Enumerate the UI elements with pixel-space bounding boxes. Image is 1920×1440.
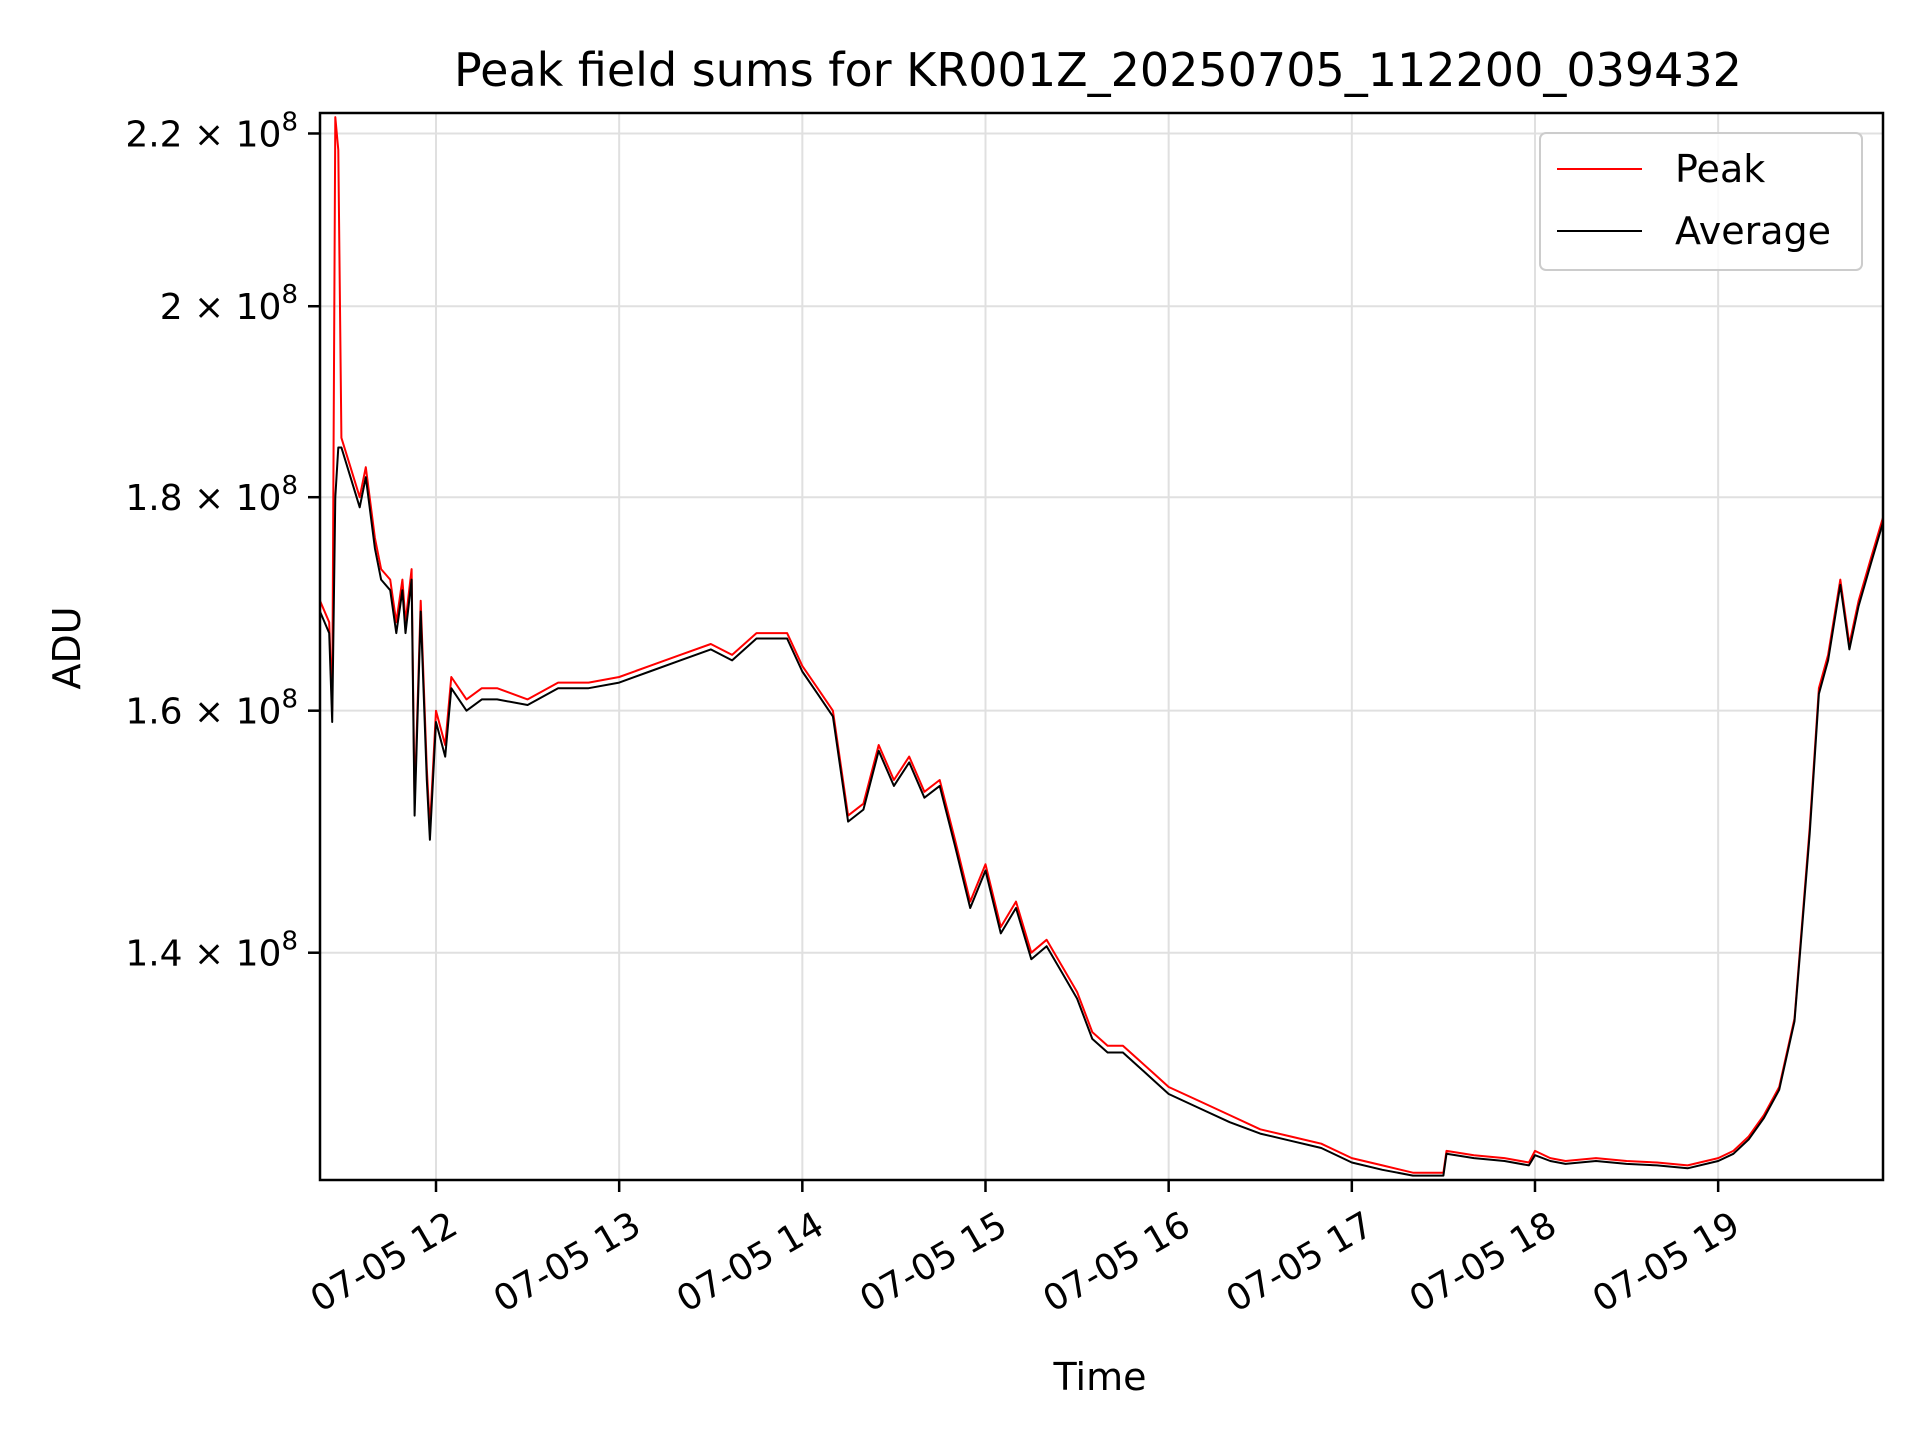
y-tick-label: 1.4 × 108 [125,927,298,975]
legend-box [1539,132,1863,271]
legend-label-peak: Peak [1675,147,1765,191]
y-tick-label: 1.6 × 108 [125,685,298,733]
series-line-peak [320,116,1883,1174]
x-axis-label: Time [1053,1355,1147,1399]
legend: Peak Average [1539,132,1863,271]
x-tick-label: 07-05 16 [1036,1204,1197,1320]
series-layer [320,116,1883,1177]
x-tick-label: 07-05 14 [670,1204,831,1320]
y-axis-label: ADU [45,606,89,689]
y-axis: 1.4 × 108 1.6 × 108 1.8 × 108 2 × 108 2.2 × … [125,107,320,975]
x-tick-label: 07-05 13 [487,1204,648,1320]
x-tick-label: 07-05 15 [853,1204,1014,1320]
x-tick-label: 07-05 19 [1586,1204,1747,1320]
y-tick-label: 2 × 108 [160,280,298,328]
grid [320,113,1883,1180]
x-axis: 07-05 12 07-05 13 07-05 14 07-05 15 07-05 16… [304,1180,1747,1321]
legend-label-average: Average [1675,209,1831,253]
x-tick-label: 07-05 18 [1403,1204,1564,1320]
y-tick-label: 1.8 × 108 [125,471,298,519]
chart-title: Peak field sums for KR001Z_20250705_1122… [454,43,1742,97]
x-tick-label: 07-05 12 [304,1204,465,1320]
y-tick-label: 2.2 × 108 [125,107,298,155]
plot-frame [318,111,1885,1182]
series-line-average [320,446,1883,1177]
x-tick-label: 07-05 17 [1220,1204,1381,1320]
